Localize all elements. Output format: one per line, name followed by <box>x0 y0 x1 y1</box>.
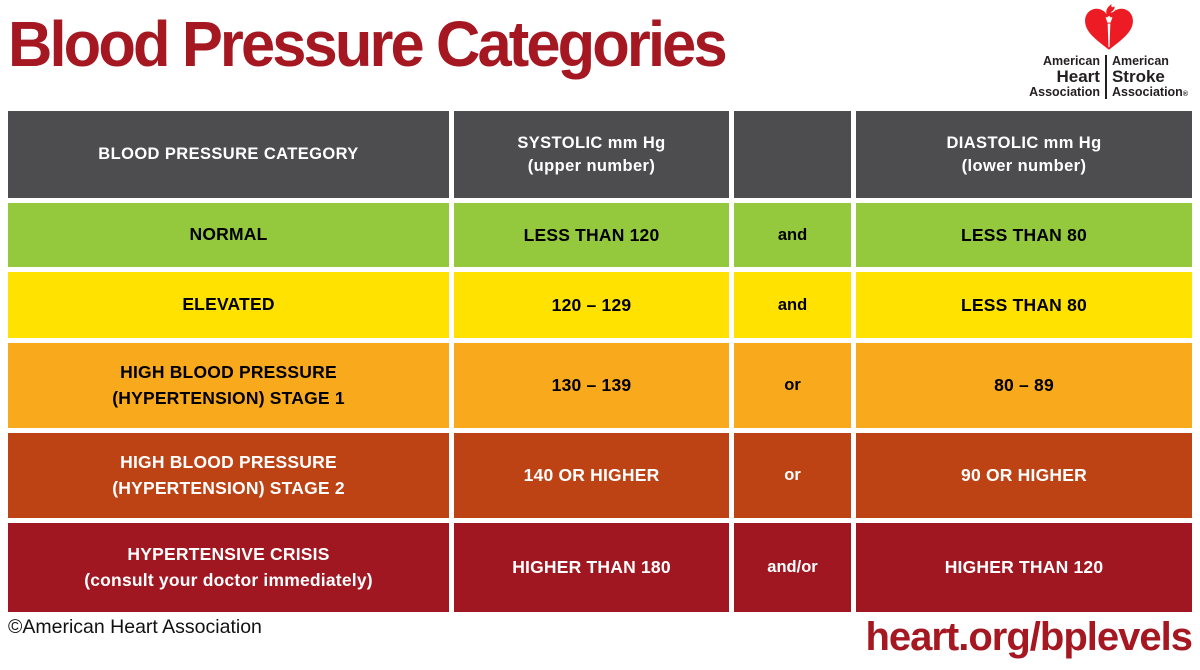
normal-systolic-cell: LESS THAN 120 <box>454 203 729 267</box>
header-connector <box>734 111 851 198</box>
elevated-diastolic-cell: LESS THAN 80 <box>856 272 1192 338</box>
stage2-systolic-cell: 140 OR HIGHER <box>454 433 729 518</box>
aha-asa-logo: American Heart Association American Stro… <box>1029 4 1188 99</box>
logo-text: American Heart Association American Stro… <box>1029 55 1188 99</box>
normal-diastolic-cell: LESS THAN 80 <box>856 203 1192 267</box>
header-systolic: SYSTOLIC mm Hg (upper number) <box>454 111 729 198</box>
bplevels-url: heart.org/bplevels <box>865 615 1193 659</box>
stage1-systolic-cell: 130 – 139 <box>454 343 729 428</box>
american-heart-association-wordmark: American Heart Association <box>1029 54 1100 99</box>
logo-divider <box>1104 55 1107 99</box>
stage1-connector-cell: or <box>734 343 851 428</box>
normal-category-cell: NORMAL <box>8 203 449 267</box>
elevated-category-cell: ELEVATED <box>8 272 449 338</box>
copyright-text: ©American Heart Association <box>8 616 262 638</box>
american-stroke-association-wordmark: American Stroke Association® <box>1111 54 1188 99</box>
registered-mark: ® <box>1182 90 1188 98</box>
crisis-diastolic-cell: HIGHER THAN 120 <box>856 523 1192 612</box>
stage2-diastolic-cell: 90 OR HIGHER <box>856 433 1192 518</box>
stage2-category-cell: HIGH BLOOD PRESSURE (HYPERTENSION) STAGE … <box>8 433 449 518</box>
crisis-systolic-cell: HIGHER THAN 180 <box>454 523 729 612</box>
elevated-systolic-cell: 120 – 129 <box>454 272 729 338</box>
crisis-category-cell: HYPERTENSIVE CRISIS (consult your doctor … <box>8 523 449 612</box>
normal-connector-cell: and <box>734 203 851 267</box>
stage1-category-cell: HIGH BLOOD PRESSURE (HYPERTENSION) STAGE … <box>8 343 449 428</box>
heart-torch-icon <box>1084 4 1133 50</box>
page-title: Blood Pressure Categories <box>8 8 728 80</box>
stage2-connector-cell: or <box>734 433 851 518</box>
crisis-connector-cell: and/or <box>734 523 851 612</box>
stage1-diastolic-cell: 80 – 89 <box>856 343 1192 428</box>
header-category: BLOOD PRESSURE CATEGORY <box>8 111 449 198</box>
header-diastolic: DIASTOLIC mm Hg (lower number) <box>856 111 1192 198</box>
elevated-connector-cell: and <box>734 272 851 338</box>
bp-categories-table: BLOOD PRESSURE CATEGORY SYSTOLIC mm Hg (u… <box>8 111 1192 612</box>
